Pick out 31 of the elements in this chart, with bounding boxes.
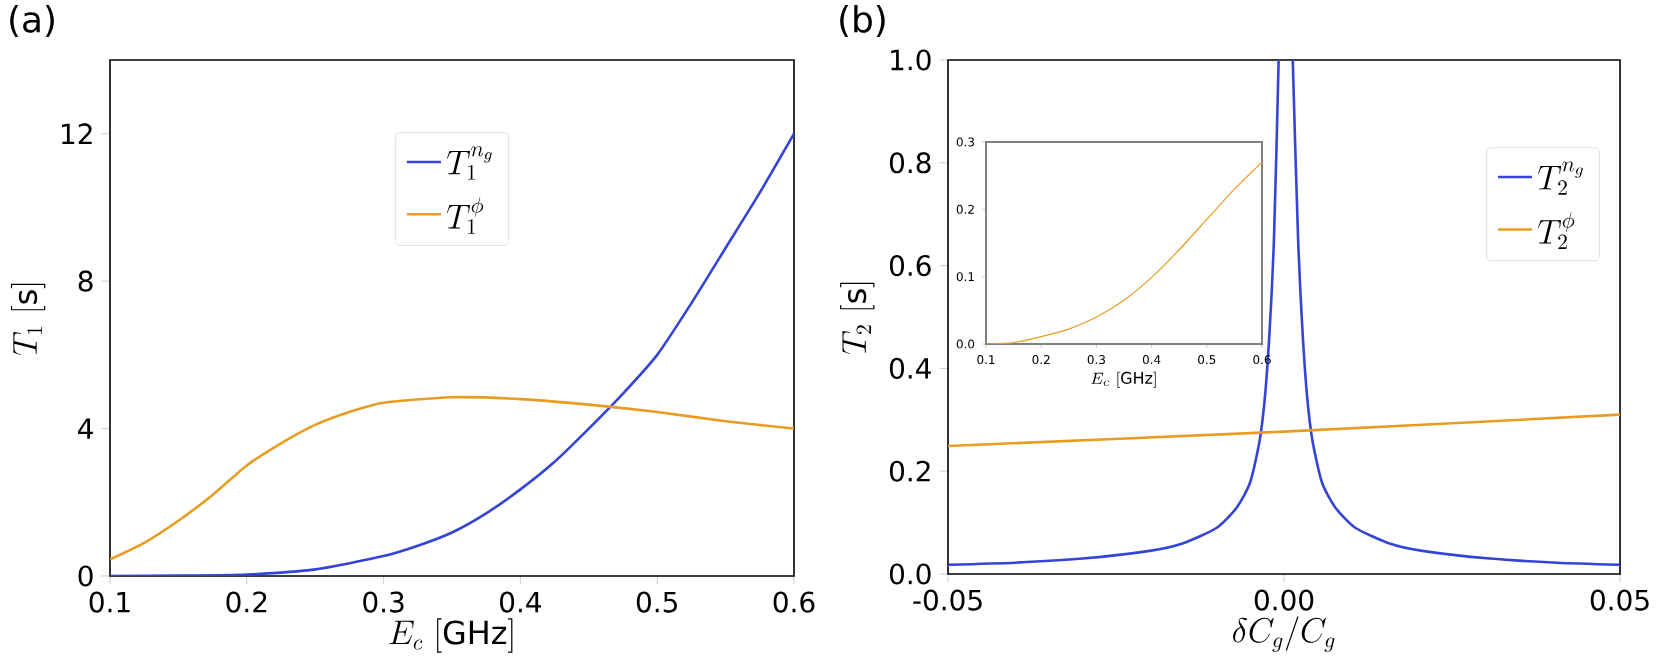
y-tick-label: 0.8 — [889, 152, 931, 174]
x-axis-title: $E_c\ [\mathrm{GHz}]$ — [1091, 371, 1156, 388]
y-tick-label: 8 — [78, 270, 93, 292]
y-axis-title: $T_2\ [\mathrm{s}]$ — [840, 282, 875, 354]
x-tick-label: 0.05 — [1590, 589, 1649, 611]
chart-title: (b) — [840, 5, 885, 37]
y-tick-label: 1.0 — [891, 49, 931, 71]
y-tick-label: 0.2 — [889, 460, 930, 482]
x-tick-label: 0.6 — [773, 591, 815, 613]
legend-label: $T_2^{n_g}$ — [1538, 161, 1583, 195]
legend-label: $T_1^{\phi}$ — [447, 197, 484, 234]
line-series — [986, 161, 1263, 344]
chart-title: (a) — [10, 5, 54, 37]
line-series — [110, 132, 794, 576]
x-tick-label: 0.3 — [363, 591, 404, 613]
y-tick-label: 0.6 — [889, 255, 931, 277]
legend-label: $T_1^{n_g}$ — [447, 146, 492, 180]
x-tick-label: -0.05 — [913, 589, 982, 611]
line-series — [110, 395, 794, 561]
x-axis-title: $E_c\ [\mathrm{GHz}]$ — [389, 618, 513, 653]
y-tick-label: 0.0 — [889, 563, 931, 585]
y-axis-title: $T_1\ [\mathrm{s}]$ — [10, 283, 46, 355]
x-axis-title: $\delta C_g/C_g$ — [1233, 616, 1335, 652]
x-tick-label: 0.2 — [226, 591, 267, 613]
y-tick-label: 4 — [78, 418, 93, 439]
y-tick-label: 12 — [62, 123, 92, 145]
x-tick-label: 0.00 — [1254, 589, 1314, 611]
y-tick-label: 0 — [78, 565, 93, 587]
x-tick-label: 0.4 — [500, 591, 542, 613]
x-tick-label: 0.5 — [636, 591, 677, 613]
legend-label: $T_2^{\phi}$ — [1538, 212, 1575, 249]
